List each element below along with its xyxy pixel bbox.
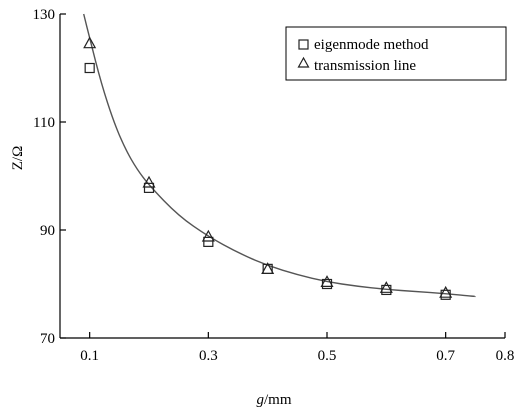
transmission-line-point	[320, 275, 334, 287]
x-axis-label: g/mm	[256, 392, 291, 408]
x-tick-label: 0.7	[436, 348, 455, 364]
x-tick-label: 0.1	[80, 348, 99, 364]
eigenmode-point	[440, 289, 451, 300]
y-axis-label: Z/Ω	[10, 146, 26, 170]
legend-box	[285, 26, 507, 81]
x-axis-label-unit: /mm	[264, 392, 292, 408]
transmission-line-point	[439, 285, 453, 298]
x-tick-label: 0.5	[318, 348, 337, 364]
y-ticks: 70 90 110 130	[33, 7, 66, 347]
transmission-line-point	[83, 36, 97, 49]
x-tick-label: 0.8	[496, 348, 515, 364]
y-tick-label: 130	[33, 7, 56, 23]
data-markers	[83, 36, 453, 300]
legend: eigenmode method transmission line	[285, 26, 507, 81]
axes	[59, 14, 505, 339]
x-ticks: 0.1 0.3 0.5 0.7 0.8	[80, 332, 514, 364]
y-tick-label: 90	[40, 223, 55, 239]
y-tick-label: 70	[40, 331, 55, 347]
x-axis-label-variable: g	[256, 392, 264, 408]
legend-triangle-marker	[297, 56, 310, 68]
eigenmode-point	[203, 236, 214, 247]
x-tick-label: 0.3	[199, 348, 218, 364]
y-tick-label: 110	[33, 115, 55, 131]
transmission-line-point	[201, 229, 215, 242]
eigenmode-point	[84, 62, 95, 74]
fit-curve-line	[83, 13, 476, 298]
legend-label-transmission: transmission line	[314, 58, 416, 74]
legend-label-eigenmode: eigenmode method	[314, 37, 429, 53]
legend-square-marker	[298, 39, 309, 50]
transmission-line-point	[261, 262, 275, 275]
eigenmode-point	[143, 182, 155, 193]
transmission-line-point	[379, 281, 393, 293]
transmission-line-point	[142, 175, 156, 188]
